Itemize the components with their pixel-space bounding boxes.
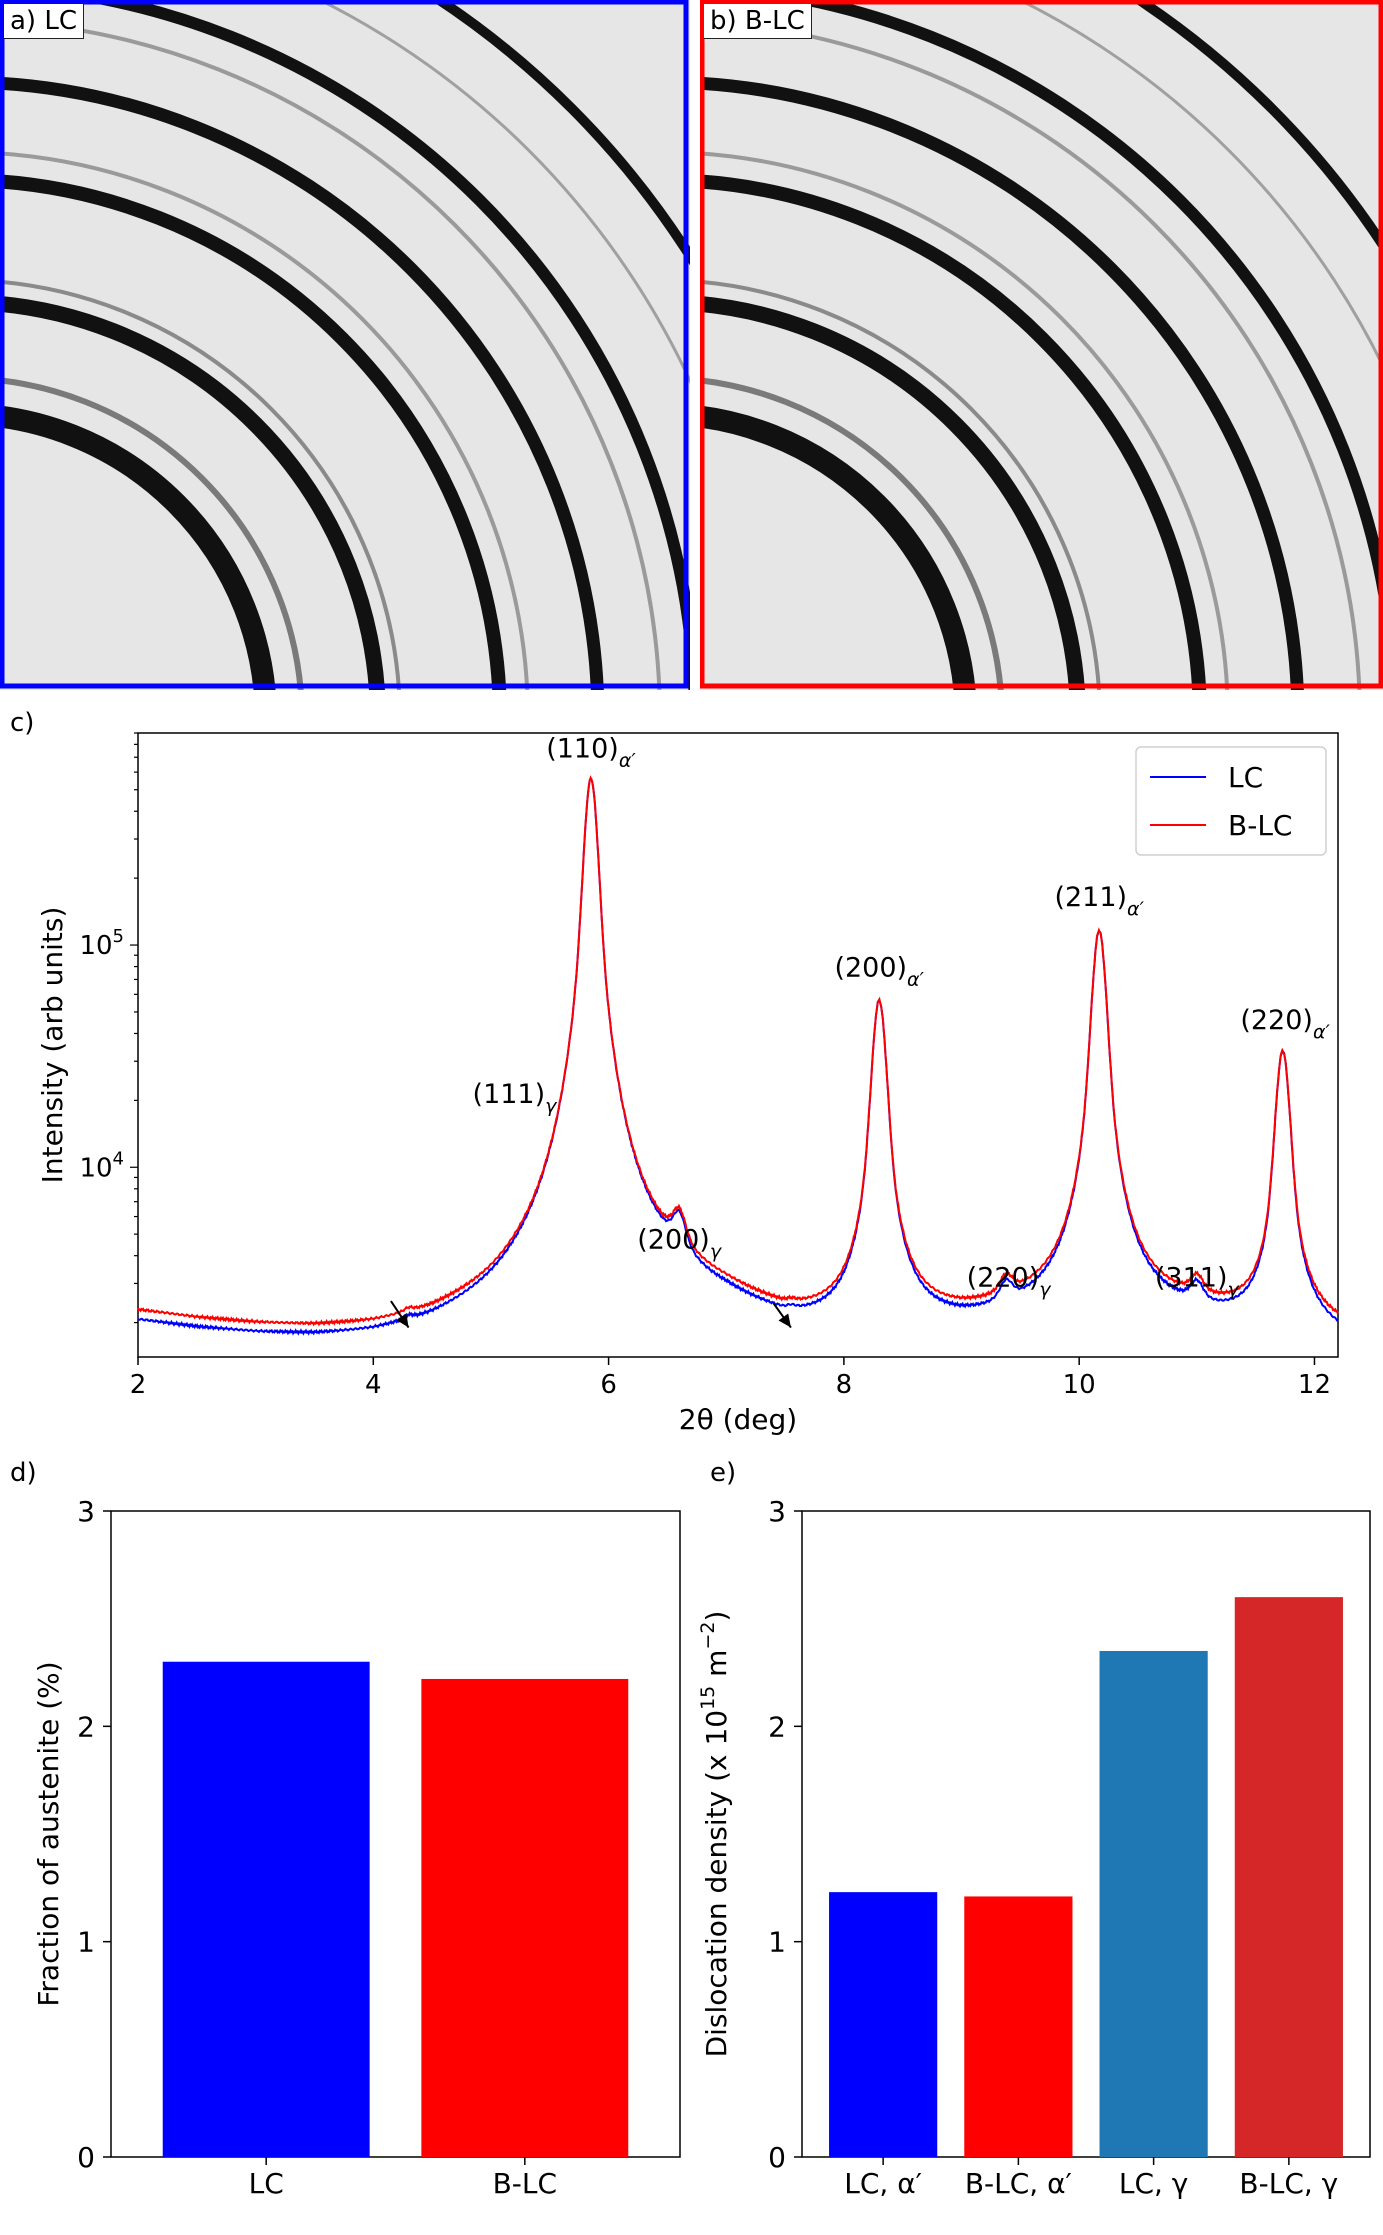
ring-pattern-lc <box>0 0 690 690</box>
y-tick-label: 1 <box>77 1926 95 1959</box>
bar <box>421 1678 629 2157</box>
x-tick-label: 4 <box>365 1370 382 1400</box>
panel-e-letter: e) <box>710 1458 737 1488</box>
peak-label: (220)γ <box>967 1263 1053 1301</box>
y-axis-label: Intensity (arb units) <box>36 907 69 1184</box>
bar <box>964 1896 1073 2157</box>
bar <box>1099 1650 1208 2157</box>
peak-label: (311)γ <box>1155 1263 1241 1301</box>
peak-label: (220)α′ <box>1240 1005 1330 1043</box>
x-tick-label: 2 <box>130 1370 147 1400</box>
plot-frame <box>137 732 1339 1358</box>
x-tick-label: 12 <box>1298 1370 1331 1400</box>
x-tick-label: LC, α′ <box>844 2167 922 2200</box>
austenite-fraction-chart: 0 1 2 3 LC B-LC Fraction of austenite (%) <box>32 1495 681 2200</box>
x-tick-label: 10 <box>1063 1370 1096 1400</box>
ring-pattern-blc <box>700 0 1383 690</box>
y-tick-label: 104 <box>79 1148 124 1183</box>
x-tick-label: 6 <box>600 1370 617 1400</box>
bar <box>162 1661 370 2157</box>
peak-label: (111)γ <box>473 1079 559 1117</box>
bar <box>1234 1597 1343 2157</box>
y-axis-label: Fraction of austenite (%) <box>32 1661 65 2006</box>
x-tick-label: B-LC, γ <box>1239 2167 1338 2200</box>
intensity-chart: 2 4 6 8 10 12 104 105 2θ (deg) Intensity (arb uni… <box>36 732 1339 1436</box>
arrow-head <box>778 1313 791 1328</box>
peak-label: (200)γ <box>637 1225 723 1263</box>
panel-c-letter: c) <box>10 708 35 738</box>
x-tick-label: LC <box>249 2167 284 2200</box>
y-tick-label: 3 <box>77 1495 95 1528</box>
panel-d-letter: d) <box>10 1458 37 1488</box>
peak-label: (200)α′ <box>834 953 924 991</box>
panel-b-label: b) B-LC <box>704 4 812 39</box>
y-tick-label: 2 <box>77 1710 95 1743</box>
series-line-b-lc <box>137 775 1339 1327</box>
y-tick-label: 2 <box>768 1710 786 1743</box>
legend-box <box>1135 746 1327 856</box>
plot-frame <box>801 1510 1371 2158</box>
y-axis-label: Dislocation density (x 1015 m−2) <box>697 1611 733 2058</box>
y-tick-label: 1 <box>768 1926 786 1959</box>
arrow-head <box>396 1313 409 1328</box>
legend-label: LC <box>1228 761 1263 794</box>
x-tick-label: B-LC, α′ <box>965 2167 1072 2200</box>
y-tick-label: 105 <box>79 926 124 961</box>
y-tick-label: 0 <box>768 2141 786 2174</box>
x-tick-label: LC, γ <box>1119 2167 1189 2200</box>
legend-label: B-LC <box>1228 809 1292 842</box>
peak-label: (211)α′ <box>1054 882 1144 920</box>
dislocation-density-chart: 0 1 2 3 LC, α′ B-LC, α′ LC, γ B-LC, γ Dislocatio… <box>697 1495 1371 2200</box>
diffraction-image-blc: b) B-LC <box>700 0 1383 690</box>
x-axis-label: 2θ (deg) <box>679 1403 797 1436</box>
x-tick-label: 8 <box>836 1370 853 1400</box>
diffraction-image-lc: a) LC <box>0 0 690 690</box>
bar <box>829 1892 938 2157</box>
y-tick-label: 3 <box>768 1495 786 1528</box>
series-line-lc <box>137 778 1339 1336</box>
plot-frame <box>110 1510 681 2158</box>
peak-label: (110)α′ <box>546 733 636 771</box>
y-tick-label: 0 <box>77 2141 95 2174</box>
x-tick-label: B-LC <box>493 2167 557 2200</box>
panel-a-label: a) LC <box>4 4 84 39</box>
